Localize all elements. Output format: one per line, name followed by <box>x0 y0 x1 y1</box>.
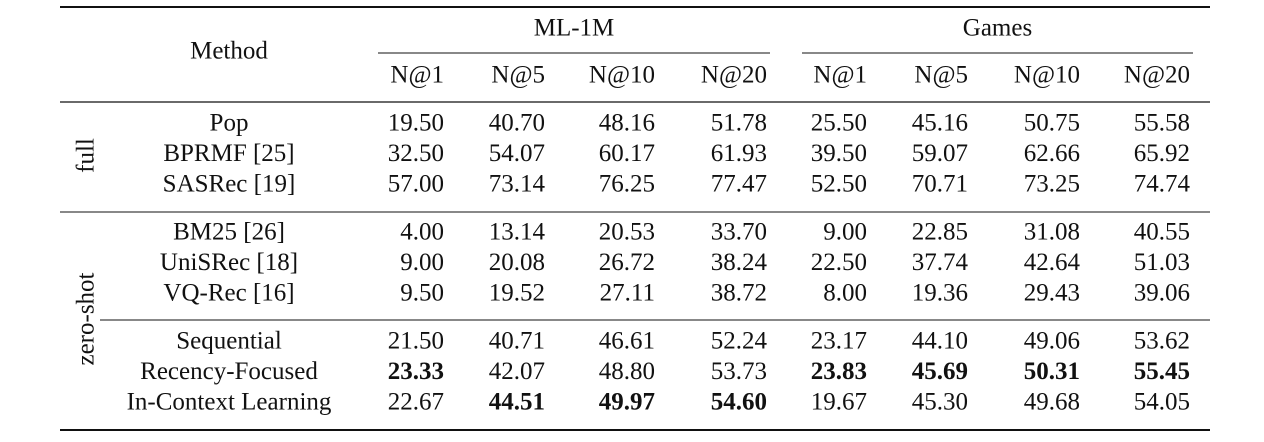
cell: 48.80 <box>599 358 655 385</box>
cell: 39.06 <box>1134 280 1190 307</box>
method-name: BPRMF [25] <box>163 140 294 167</box>
method-name: UniSRec [18] <box>160 249 298 276</box>
cell: 9.50 <box>400 280 444 307</box>
method-name: Pop <box>210 110 249 137</box>
cell: 55.58 <box>1134 110 1190 137</box>
cell: 73.14 <box>489 171 546 198</box>
cell: 70.71 <box>912 171 968 198</box>
cell: 22.67 <box>388 389 444 416</box>
cell: 21.50 <box>388 328 444 355</box>
cell: 22.50 <box>811 249 867 276</box>
cell: 44.51 <box>489 389 545 416</box>
cell: 74.74 <box>1134 171 1191 198</box>
method-name: BM25 [26] <box>173 219 285 246</box>
group-label: full <box>73 138 100 173</box>
cell: 9.00 <box>400 249 444 276</box>
column-header: N@5 <box>914 62 968 89</box>
cell: 42.64 <box>1024 249 1081 276</box>
cell: 27.11 <box>600 280 655 307</box>
cell: 73.25 <box>1024 171 1080 198</box>
cell: 61.93 <box>711 140 767 167</box>
cell: 4.00 <box>400 219 444 246</box>
column-header: N@20 <box>701 62 767 89</box>
column-header: N@20 <box>1124 62 1190 89</box>
method-name: Sequential <box>176 328 282 355</box>
cell: 50.31 <box>1024 358 1080 385</box>
method-name: VQ-Rec [16] <box>163 280 294 307</box>
span-header: ML-1M <box>534 15 615 42</box>
cell: 44.10 <box>912 328 968 355</box>
column-header: N@10 <box>589 62 655 89</box>
cell: 25.50 <box>811 110 867 137</box>
cell: 77.47 <box>711 171 767 198</box>
cell: 13.14 <box>489 219 546 246</box>
cell: 37.74 <box>912 249 969 276</box>
cell: 40.71 <box>489 328 545 355</box>
cell: 54.60 <box>711 389 767 416</box>
cell: 20.53 <box>599 219 655 246</box>
cell: 19.52 <box>489 280 545 307</box>
cell: 59.07 <box>912 140 968 167</box>
cell: 49.68 <box>1024 389 1080 416</box>
column-header: N@10 <box>1014 62 1080 89</box>
cell: 45.16 <box>912 110 968 137</box>
cell: 54.05 <box>1134 389 1190 416</box>
column-header: N@1 <box>390 62 444 89</box>
group-label: zero-shot <box>73 272 100 365</box>
cell: 19.50 <box>388 110 444 137</box>
cell: 62.66 <box>1024 140 1080 167</box>
cell: 42.07 <box>489 358 545 385</box>
cell: 50.75 <box>1024 110 1080 137</box>
cell: 29.43 <box>1024 280 1080 307</box>
cell: 49.97 <box>599 389 655 416</box>
column-header: N@5 <box>491 62 545 89</box>
cell: 31.08 <box>1024 219 1080 246</box>
cell: 32.50 <box>388 140 444 167</box>
cell: 53.62 <box>1134 328 1190 355</box>
cell: 33.70 <box>711 219 767 246</box>
cell: 38.24 <box>711 249 768 276</box>
cell: 22.85 <box>912 219 968 246</box>
cell: 60.17 <box>599 140 655 167</box>
cell: 23.83 <box>811 358 867 385</box>
cell: 49.06 <box>1024 328 1080 355</box>
cell: 57.00 <box>388 171 444 198</box>
cell: 9.00 <box>823 219 867 246</box>
cell: 20.08 <box>489 249 545 276</box>
cell: 54.07 <box>489 140 545 167</box>
span-header: Games <box>963 15 1032 42</box>
method-name: SASRec [19] <box>163 171 296 198</box>
cell: 45.69 <box>912 358 968 385</box>
cell: 23.33 <box>388 358 444 385</box>
cell: 40.70 <box>489 110 545 137</box>
method-name: In-Context Learning <box>127 389 332 416</box>
column-header: N@1 <box>813 62 867 89</box>
cell: 55.45 <box>1134 358 1190 385</box>
cell: 38.72 <box>711 280 767 307</box>
cell: 52.50 <box>811 171 867 198</box>
method-name: Recency-Focused <box>140 358 318 385</box>
cell: 46.61 <box>599 328 655 355</box>
cell: 26.72 <box>599 249 655 276</box>
cell: 8.00 <box>823 280 867 307</box>
cell: 76.25 <box>599 171 655 198</box>
cell: 48.16 <box>599 110 655 137</box>
cell: 52.24 <box>711 328 768 355</box>
cell: 51.78 <box>711 110 767 137</box>
cell: 39.50 <box>811 140 867 167</box>
cell: 51.03 <box>1134 249 1190 276</box>
cell: 23.17 <box>811 328 867 355</box>
cell: 40.55 <box>1134 219 1190 246</box>
cell: 19.67 <box>811 389 867 416</box>
cell: 53.73 <box>711 358 767 385</box>
cell: 19.36 <box>912 280 968 307</box>
cell: 45.30 <box>912 389 968 416</box>
cell: 65.92 <box>1134 140 1190 167</box>
method-header: Method <box>190 38 268 65</box>
